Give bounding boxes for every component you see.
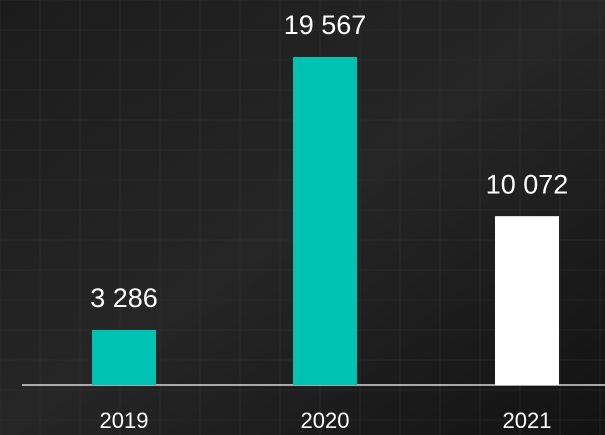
bar — [293, 57, 357, 385]
bar — [92, 329, 156, 385]
x-tick-label: 2020 — [301, 408, 350, 433]
value-label: 19 567 — [284, 10, 367, 40]
x-tick-label: 2021 — [503, 408, 552, 433]
bar — [495, 216, 559, 385]
value-label: 10 072 — [486, 169, 569, 199]
x-tick-label: 2019 — [100, 408, 149, 433]
value-label: 3 286 — [90, 283, 158, 313]
